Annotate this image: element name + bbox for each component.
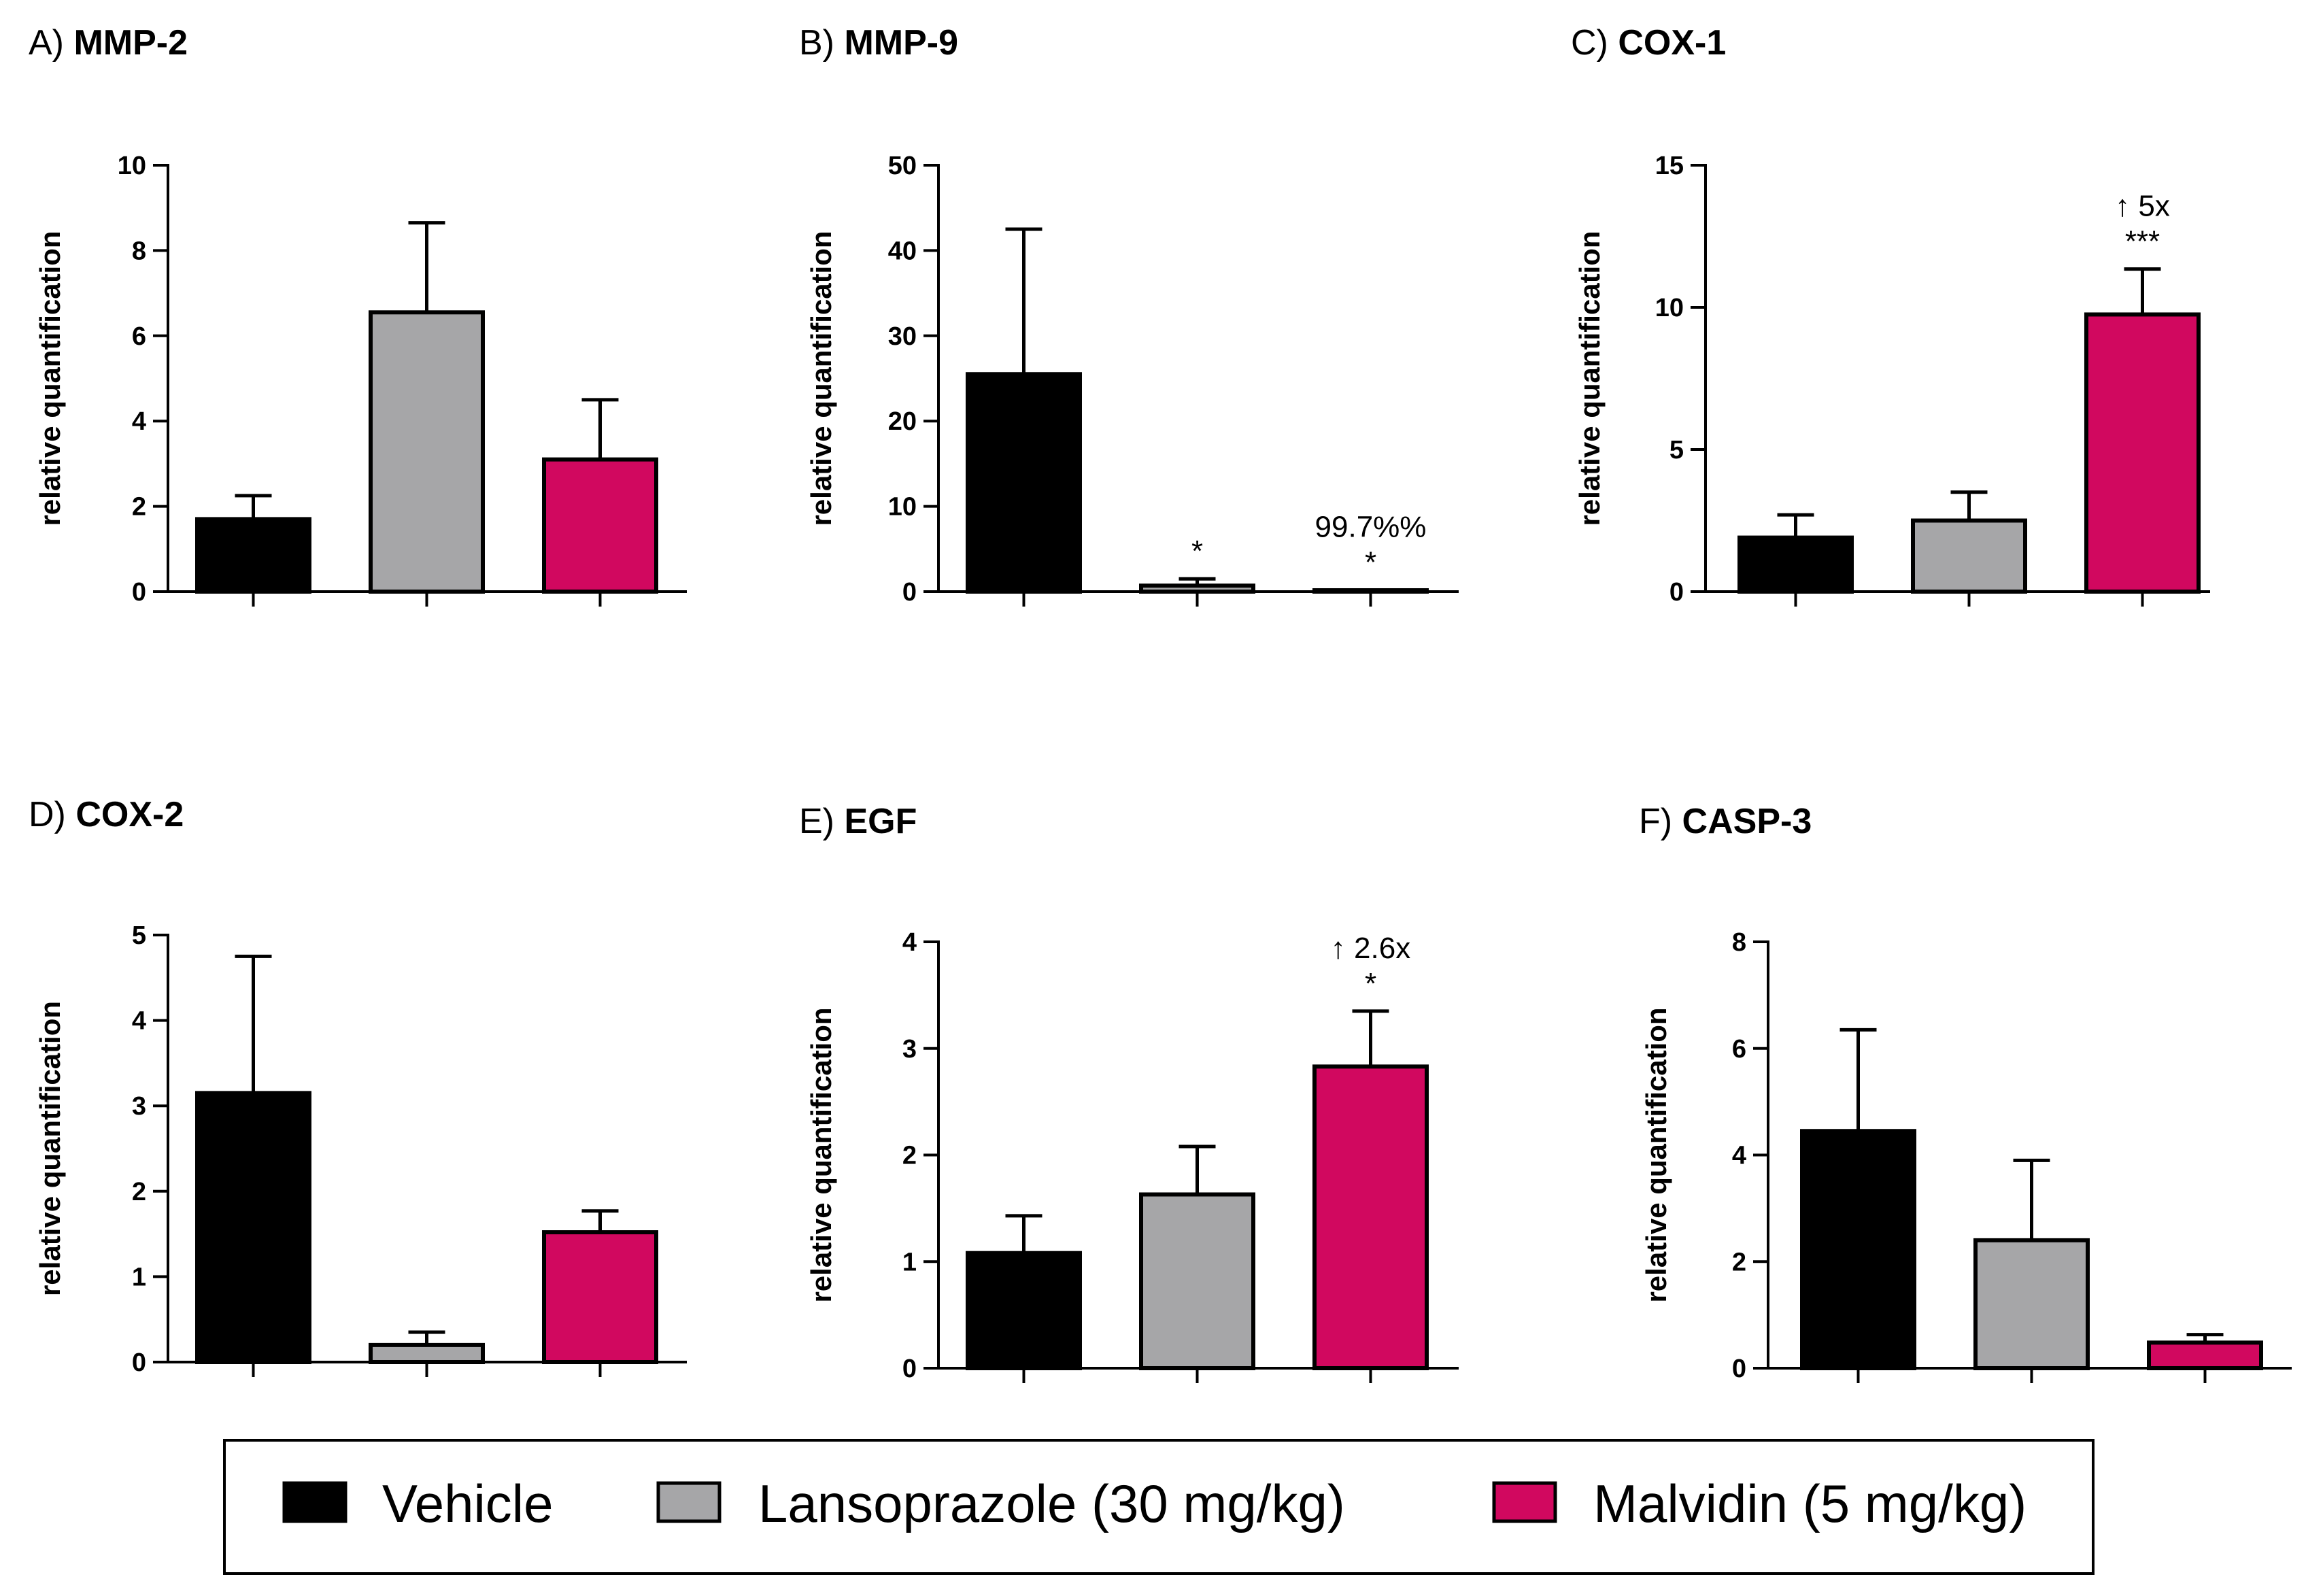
panel-casp-3: F) CASP-3 relative quantification 0 2 4 6 8 bbox=[1639, 802, 2292, 1383]
panel-name: MMP-2 bbox=[73, 23, 188, 63]
y-tick-label: 2 bbox=[902, 1142, 917, 1170]
panel-title: D) COX-2 bbox=[29, 795, 184, 834]
bar-malvidin bbox=[542, 457, 658, 594]
y-tick-label: 2 bbox=[132, 1178, 146, 1206]
panel-title: E) EGF bbox=[799, 802, 917, 841]
panel-letter: B) bbox=[799, 23, 844, 63]
panel-name: COX-1 bbox=[1618, 23, 1726, 63]
legend-swatch-vehicle bbox=[282, 1481, 347, 1523]
panel-letter: F) bbox=[1639, 802, 1682, 841]
y-tick-label: 3 bbox=[132, 1092, 146, 1121]
significance-annotation: * bbox=[1191, 534, 1203, 568]
legend-swatch-lansoprazole bbox=[656, 1481, 722, 1523]
y-tick-label: 0 bbox=[902, 1355, 917, 1383]
panel-letter: A) bbox=[29, 23, 73, 63]
panel-title: A) MMP-2 bbox=[29, 23, 188, 63]
y-tick-label: 4 bbox=[132, 407, 146, 436]
bar-malvidin bbox=[542, 1230, 658, 1365]
y-tick-label: 0 bbox=[1732, 1355, 1746, 1383]
bar-lansoprazole bbox=[1911, 518, 2027, 594]
legend-frame bbox=[223, 1439, 2095, 1575]
y-tick-label: 1 bbox=[132, 1263, 146, 1291]
significance-annotation: *** bbox=[2125, 225, 2160, 258]
legend-label-malvidin: Malvidin (5 mg/kg) bbox=[1593, 1474, 2027, 1533]
y-tick-label: 10 bbox=[888, 493, 917, 522]
bar-malvidin bbox=[1312, 1064, 1429, 1370]
significance-annotation: 99.7%% bbox=[1315, 510, 1427, 543]
y-tick-label: 50 bbox=[888, 152, 917, 180]
panel-cox-2: D) COX-2 relative quantification 0 1 2 3 4 5 bbox=[29, 795, 687, 1377]
y-tick-label: 2 bbox=[132, 493, 146, 522]
y-tick-label: 1 bbox=[902, 1248, 917, 1276]
y-tick-label: 3 bbox=[902, 1035, 917, 1064]
panel-letter: D) bbox=[29, 795, 75, 834]
panel-title: F) CASP-3 bbox=[1639, 802, 1812, 841]
bar-vehicle bbox=[195, 1091, 311, 1364]
panel-title: C) COX-1 bbox=[1571, 23, 1726, 63]
y-tick-label: 4 bbox=[1732, 1142, 1746, 1170]
significance-annotation: ↑ 2.6x bbox=[1331, 932, 1410, 965]
panel-cox-1: C) COX-1 relative quantification 0 5 10 15 ***… bbox=[1571, 23, 2210, 607]
panel-name: COX-2 bbox=[75, 795, 184, 834]
bar-lansoprazole bbox=[1139, 583, 1255, 594]
bar-lansoprazole bbox=[369, 1342, 485, 1365]
bar-malvidin bbox=[2147, 1340, 2263, 1371]
bar-lansoprazole bbox=[369, 310, 485, 594]
significance-annotation: ↑ 5x bbox=[2115, 190, 2170, 223]
y-tick-label: 40 bbox=[888, 237, 917, 265]
legend-swatch-malvidin bbox=[1492, 1481, 1557, 1523]
y-axis-label: relative quantification bbox=[1574, 231, 1606, 526]
significance-annotation: * bbox=[1365, 545, 1376, 579]
y-tick-label: 15 bbox=[1655, 152, 1684, 180]
y-axis-label: relative quantification bbox=[805, 1007, 837, 1302]
panel-mmp-9: B) MMP-9 relative quantification 0 10 20 30 40… bbox=[799, 23, 1459, 607]
bar-vehicle bbox=[1737, 535, 1854, 594]
panel-letter: C) bbox=[1571, 23, 1618, 63]
y-tick-label: 0 bbox=[132, 578, 146, 607]
panel-letter: E) bbox=[799, 802, 844, 841]
y-tick-label: 0 bbox=[1669, 578, 1684, 607]
legend-label-lansoprazole: Lansoprazole (30 mg/kg) bbox=[758, 1474, 1345, 1533]
bar-lansoprazole bbox=[1973, 1238, 2090, 1371]
panel-name: CASP-3 bbox=[1682, 802, 1812, 841]
bar-vehicle bbox=[966, 372, 1082, 594]
panel-name: MMP-9 bbox=[844, 23, 958, 63]
bar-malvidin bbox=[2084, 312, 2201, 594]
y-axis-label: relative quantification bbox=[805, 231, 837, 526]
y-tick-label: 5 bbox=[1669, 436, 1684, 464]
bar-vehicle bbox=[966, 1251, 1082, 1370]
bar-malvidin bbox=[1312, 588, 1429, 594]
y-tick-label: 0 bbox=[902, 578, 917, 607]
legend-label-vehicle: Vehicle bbox=[382, 1474, 554, 1533]
y-tick-label: 10 bbox=[118, 152, 146, 180]
panel-name: EGF bbox=[844, 802, 917, 841]
significance-annotation: * bbox=[1365, 967, 1376, 1000]
y-tick-label: 20 bbox=[888, 407, 917, 436]
bar-vehicle bbox=[195, 517, 311, 594]
y-tick-label: 4 bbox=[902, 928, 917, 957]
bar-vehicle bbox=[1800, 1129, 1916, 1370]
y-tick-label: 6 bbox=[132, 322, 146, 351]
panel-mmp-2: A) MMP-2 relative quantification 0 2 4 6 8 10 bbox=[29, 23, 687, 607]
panel-egf: E) EGF relative quantification 0 1 2 3 4 *↑ 2.6… bbox=[799, 802, 1459, 1383]
y-tick-label: 10 bbox=[1655, 294, 1684, 322]
y-tick-label: 5 bbox=[132, 921, 146, 950]
bar-lansoprazole bbox=[1139, 1192, 1255, 1371]
y-tick-label: 8 bbox=[132, 237, 146, 265]
y-axis-label: relative quantification bbox=[34, 1001, 66, 1296]
panel-title: B) MMP-9 bbox=[799, 23, 958, 63]
y-axis-label: relative quantification bbox=[34, 231, 66, 526]
legend: Vehicle Lansoprazole (30 mg/kg) Malvidin… bbox=[223, 1439, 2095, 1575]
y-tick-label: 6 bbox=[1732, 1035, 1746, 1064]
y-tick-label: 8 bbox=[1732, 928, 1746, 957]
y-tick-label: 4 bbox=[132, 1007, 146, 1036]
y-tick-label: 30 bbox=[888, 322, 917, 351]
y-tick-label: 2 bbox=[1732, 1248, 1746, 1276]
y-tick-label: 0 bbox=[132, 1348, 146, 1377]
y-axis-label: relative quantification bbox=[1640, 1007, 1672, 1302]
